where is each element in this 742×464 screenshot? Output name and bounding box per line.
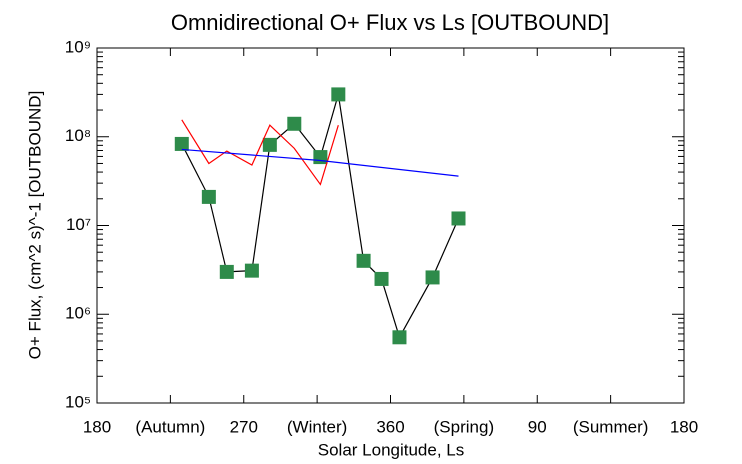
- x-tick-label: (Summer): [573, 417, 649, 436]
- chart-title: Omnidirectional O+ Flux vs Ls [OUTBOUND]: [171, 10, 609, 35]
- data-point: [201, 189, 216, 204]
- x-tick-label: 360: [376, 417, 404, 436]
- x-tick-label: 180: [670, 417, 698, 436]
- x-axis-label: Solar Longitude, Ls: [318, 440, 465, 459]
- plot-frame: [96, 47, 685, 404]
- series-line: [181, 94, 460, 339]
- x-tick-label: (Spring): [434, 417, 494, 436]
- series-line: [181, 148, 459, 177]
- x-tick-label: 180: [83, 417, 111, 436]
- data-point: [392, 330, 407, 345]
- data-point: [287, 116, 302, 131]
- y-tick-label: 10⁸: [65, 126, 91, 145]
- data-point: [219, 264, 234, 279]
- data-point: [374, 271, 389, 286]
- y-tick-label: 10⁵: [65, 392, 91, 411]
- x-tick-label: (Winter): [287, 417, 347, 436]
- data-point: [425, 270, 440, 285]
- data-point: [262, 137, 277, 152]
- x-tick-label: (Autumn): [135, 417, 205, 436]
- y-tick-label: 10⁷: [66, 215, 91, 234]
- data-point: [244, 263, 259, 278]
- x-tick-label: 270: [230, 417, 258, 436]
- data-point: [331, 87, 346, 102]
- y-tick-label: 10⁹: [65, 37, 91, 56]
- series-line: [181, 119, 339, 186]
- data-point: [356, 253, 371, 268]
- data-point: [451, 211, 466, 226]
- y-tick-label: 10⁶: [65, 304, 91, 323]
- data-point: [313, 150, 328, 165]
- x-tick-label: 90: [528, 417, 547, 436]
- data-point: [174, 136, 189, 151]
- y-axis-label: O+ Flux, (cm^2 s)^-1 [OUTBOUND]: [25, 91, 44, 360]
